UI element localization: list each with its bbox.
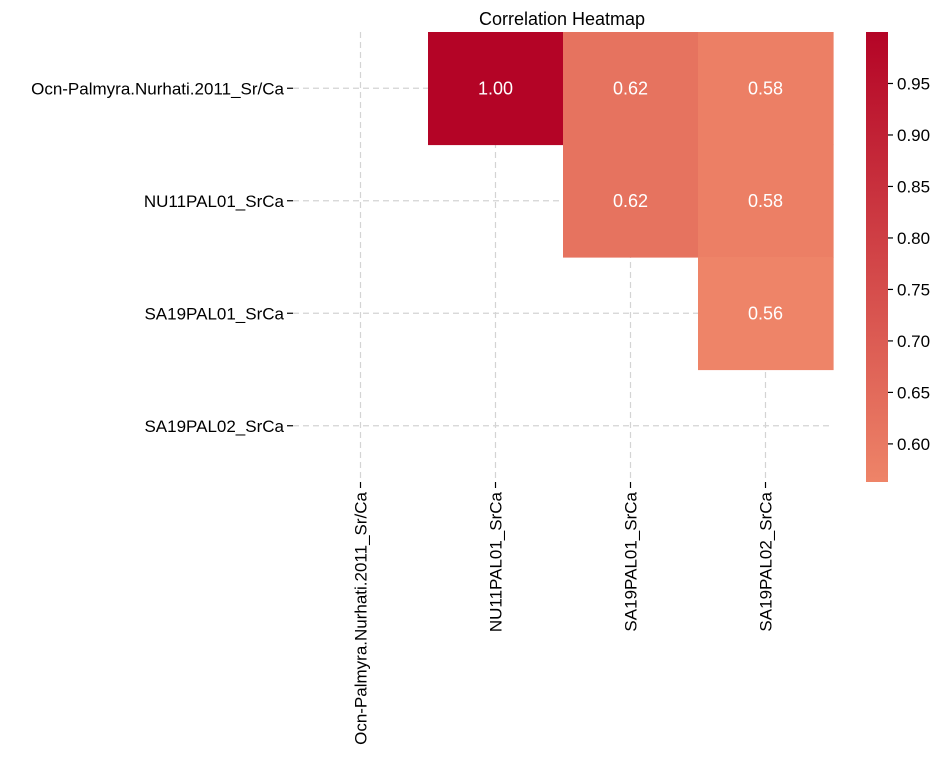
heatmap-cell: [428, 32, 564, 146]
cell-value-label: 1.00: [478, 78, 513, 98]
colorbar-tick-label: 0.95: [897, 74, 930, 93]
heatmap-cell: [563, 32, 699, 146]
heatmap-cells: [428, 32, 834, 371]
colorbar-tick-label: 0.85: [897, 177, 930, 196]
y-tick-label: Ocn-Palmyra.Nurhati.2011_Sr/Ca: [31, 79, 284, 98]
x-tick-label: Ocn-Palmyra.Nurhati.2011_Sr/Ca: [352, 491, 371, 744]
x-tick-label: SA19PAL01_SrCa: [622, 491, 641, 631]
heatmap-cell: [563, 144, 699, 258]
cell-value-label: 0.56: [748, 303, 783, 323]
heatmap-cell: [698, 32, 834, 146]
heatmap-cell: [698, 144, 834, 258]
colorbar-tick-label: 0.90: [897, 126, 930, 145]
x-axis: Ocn-Palmyra.Nurhati.2011_Sr/Ca NU11PAL01_…: [352, 482, 776, 745]
x-tick-label: NU11PAL01_SrCa: [487, 491, 506, 632]
cell-value-label: 0.58: [748, 78, 783, 98]
cell-value-label: 0.62: [613, 78, 648, 98]
cell-value-label: 0.58: [748, 191, 783, 211]
colorbar-gradient: [866, 32, 888, 482]
colorbar-tick-label: 0.80: [897, 229, 930, 248]
cell-value-label: 0.62: [613, 191, 648, 211]
y-tick-label: SA19PAL02_SrCa: [144, 417, 284, 436]
colorbar-tick-label: 0.70: [897, 332, 930, 351]
colorbar-tick-label: 0.60: [897, 435, 930, 454]
y-axis: Ocn-Palmyra.Nurhati.2011_Sr/Ca NU11PAL01_…: [31, 79, 293, 436]
heatmap-cell: [698, 257, 834, 371]
cell-annotations: 1.00 0.62 0.58 0.62 0.58 0.56: [478, 78, 783, 323]
colorbar-tick-label: 0.75: [897, 280, 930, 299]
colorbar-tick-label: 0.65: [897, 383, 930, 402]
y-tick-label: NU11PAL01_SrCa: [144, 192, 285, 211]
colorbar: 0.60 0.65 0.70 0.75 0.80 0.85 0.90 0.95: [866, 32, 930, 482]
x-tick-label: SA19PAL02_SrCa: [757, 491, 776, 631]
chart-title: Correlation Heatmap: [479, 9, 645, 29]
y-tick-label: SA19PAL01_SrCa: [144, 304, 284, 323]
